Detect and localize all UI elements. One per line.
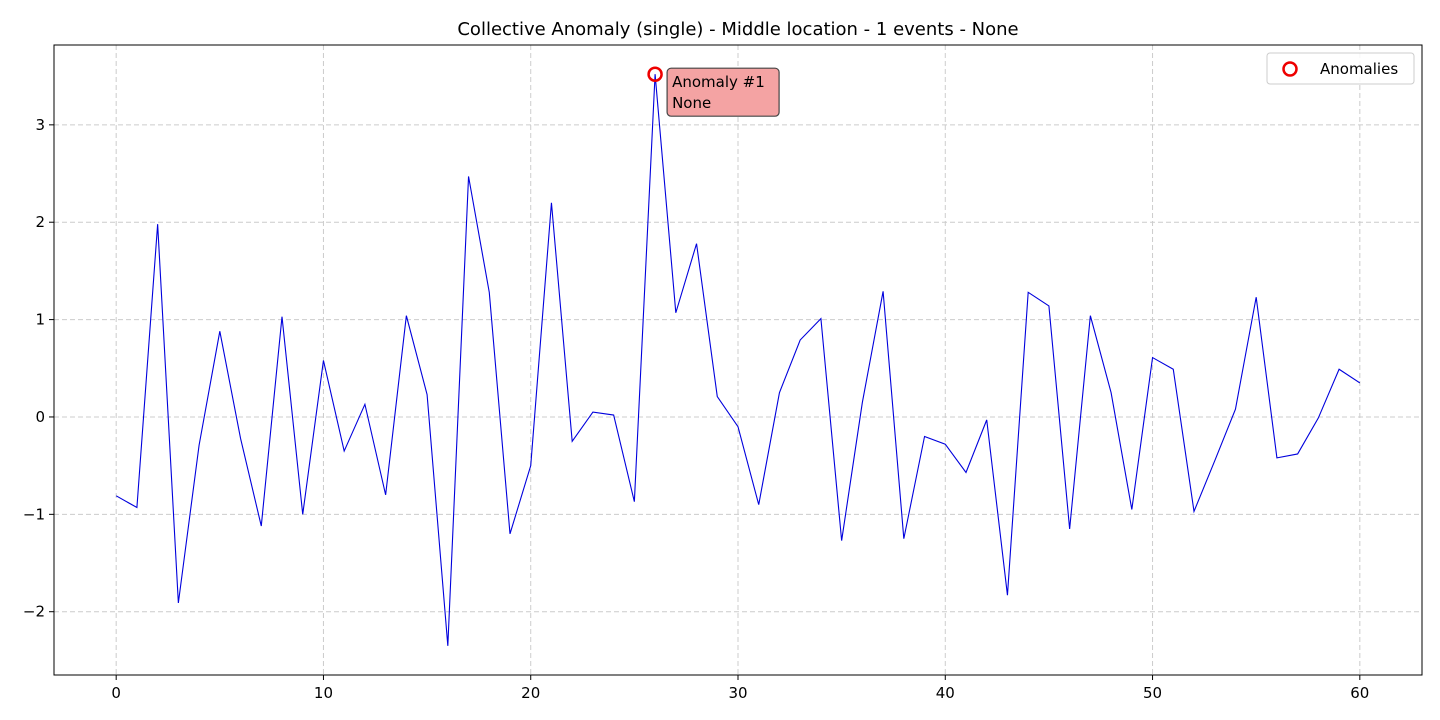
annotation-layer: Anomaly #1 None — [666, 67, 780, 117]
legend-marker-anomalies — [1282, 61, 1298, 77]
chart-title: Collective Anomaly (single) - Middle loc… — [457, 19, 1018, 40]
x-axis: 0 10 20 30 40 50 60 — [111, 675, 1369, 702]
y-tick-label: 3 — [35, 116, 45, 134]
x-tick-label: 60 — [1350, 684, 1369, 702]
anomaly-layer — [647, 66, 663, 82]
annotation-title: Anomaly #1 — [672, 73, 765, 91]
legend: Anomalies — [1266, 52, 1415, 85]
x-tick-label: 20 — [521, 684, 540, 702]
series-layer — [115, 74, 1361, 646]
x-tick-label: 10 — [314, 684, 333, 702]
legend-box — [1266, 52, 1415, 85]
x-tick-label: 40 — [936, 684, 955, 702]
y-tick-label: 0 — [35, 408, 45, 426]
x-tick-label: 30 — [728, 684, 747, 702]
annotation-box — [666, 67, 780, 117]
y-tick-label: −2 — [23, 603, 45, 621]
y-tick-label: 2 — [35, 213, 45, 231]
y-axis: −2 −1 0 1 2 3 — [23, 116, 54, 621]
grid — [54, 45, 1422, 675]
anomaly-marker — [647, 66, 663, 82]
legend-label-anomalies: Anomalies — [1320, 60, 1398, 78]
series-line — [115, 74, 1361, 646]
x-tick-label: 0 — [111, 684, 121, 702]
y-tick-label: −1 — [23, 505, 45, 523]
y-tick-label: 1 — [35, 311, 45, 329]
annotation-detail: None — [672, 94, 711, 112]
x-tick-label: 50 — [1143, 684, 1162, 702]
